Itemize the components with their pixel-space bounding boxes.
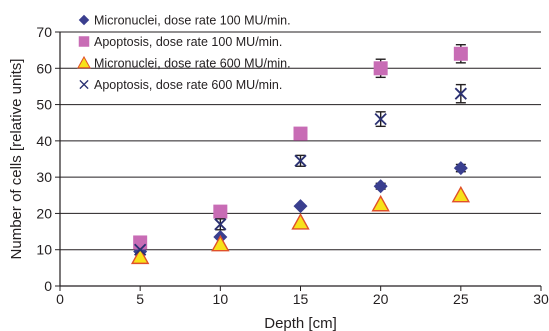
series-4 xyxy=(134,83,467,256)
series-3 xyxy=(130,185,471,265)
y-tick-labels: 0 10 20 30 40 50 60 70 xyxy=(36,24,52,294)
x-tick-label: 25 xyxy=(453,291,469,307)
data-point-x xyxy=(374,112,387,126)
y-axis-title: Number of cells [relative units] xyxy=(8,59,25,260)
legend-label: Apoptosis, dose rate 100 MU/min. xyxy=(94,35,282,49)
legend-label: Micronuclei, dose rate 100 MU/min. xyxy=(94,14,291,28)
data-point-triangle xyxy=(77,55,91,69)
data-point-triangle xyxy=(371,194,390,212)
data-point-diamond xyxy=(373,179,388,194)
x-tick-label: 0 xyxy=(56,291,64,307)
legend-item: Apoptosis, dose rate 600 MU/min. xyxy=(79,78,282,92)
y-tick-label: 30 xyxy=(36,169,52,185)
y-tick-label: 40 xyxy=(36,133,52,149)
data-point-x xyxy=(79,79,89,90)
y-tick-label: 0 xyxy=(44,278,52,294)
data-point-x xyxy=(134,243,147,256)
x-tick-label: 15 xyxy=(293,291,309,307)
data-point-diamond xyxy=(453,161,468,176)
data-point-square xyxy=(213,204,228,219)
y-tick-label: 70 xyxy=(36,24,52,40)
legend: Micronuclei, dose rate 100 MU/min. Apopto… xyxy=(77,14,291,92)
x-tick-label: 5 xyxy=(136,291,144,307)
axes xyxy=(55,31,542,291)
data-point-diamond xyxy=(78,14,90,26)
data-point-x xyxy=(454,87,467,100)
x-tick-label: 20 xyxy=(373,291,389,307)
data-point-square xyxy=(78,36,90,47)
series-1 xyxy=(133,161,468,259)
data-point-triangle xyxy=(211,234,230,252)
legend-label: Apoptosis, dose rate 600 MU/min. xyxy=(94,78,282,92)
data-point-triangle xyxy=(291,213,310,230)
data-point-triangle xyxy=(130,247,150,265)
x-tick-label: 30 xyxy=(533,291,549,307)
data-point-x xyxy=(294,154,307,167)
x-tick-labels: 0 5 10 15 20 25 30 xyxy=(56,291,549,307)
legend-item: Apoptosis, dose rate 100 MU/min. xyxy=(78,35,282,49)
legend-label: Micronuclei, dose rate 600 MU/min. xyxy=(94,57,291,71)
y-tick-label: 10 xyxy=(36,242,52,258)
data-marks xyxy=(130,44,471,265)
x-tick-label: 10 xyxy=(213,291,229,307)
data-point-square xyxy=(133,235,148,250)
data-point-square xyxy=(453,46,468,61)
legend-item: Micronuclei, dose rate 100 MU/min. xyxy=(78,14,291,28)
data-point-square xyxy=(293,126,308,141)
data-point-x xyxy=(214,218,227,231)
y-tick-label: 60 xyxy=(36,60,52,76)
data-point-square xyxy=(373,61,388,76)
gridlines xyxy=(60,31,541,251)
x-axis-title: Depth [cm] xyxy=(264,315,337,331)
data-point-diamond xyxy=(293,199,308,214)
y-tick-label: 20 xyxy=(36,205,52,221)
legend-item: Micronuclei, dose rate 600 MU/min. xyxy=(77,55,291,71)
data-point-triangle xyxy=(451,185,471,203)
y-tick-label: 50 xyxy=(36,97,52,113)
